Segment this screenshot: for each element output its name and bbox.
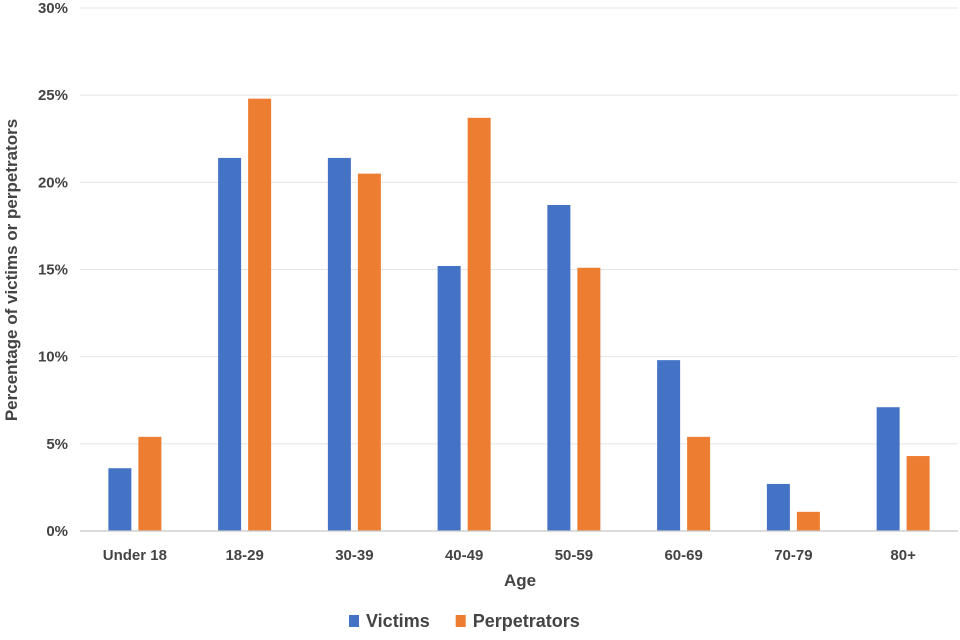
bar-perpetrators-80- bbox=[906, 456, 930, 531]
gridlines bbox=[80, 7, 958, 445]
x-tick-label: Under 18 bbox=[103, 547, 167, 564]
y-tick-label: 10% bbox=[38, 349, 68, 366]
y-axis-title: Percentage of victims or perpetrators bbox=[2, 119, 21, 421]
bar-perpetrators-70-79 bbox=[796, 511, 820, 531]
x-tick-label: 70-79 bbox=[774, 547, 812, 564]
legend-swatch-victims bbox=[349, 615, 359, 627]
y-tick-label: 5% bbox=[46, 436, 68, 453]
legend-label-perpetrators: Perpetrators bbox=[473, 611, 580, 631]
bar-perpetrators-50-59 bbox=[577, 267, 601, 531]
bar-victims-80- bbox=[876, 407, 900, 531]
x-tick-label: 80+ bbox=[890, 547, 916, 564]
x-tick-label: 40-49 bbox=[445, 547, 483, 564]
y-tick-label: 0% bbox=[46, 523, 68, 540]
y-tick-label: 30% bbox=[38, 0, 68, 17]
bar-perpetrators-40-49 bbox=[467, 117, 491, 531]
bar-victims-40-49 bbox=[437, 266, 461, 531]
legend-label-victims: Victims bbox=[366, 611, 430, 631]
y-tick-label: 15% bbox=[38, 262, 68, 279]
bar-victims-18-29 bbox=[218, 157, 242, 531]
legend-swatch-perpetrators bbox=[455, 615, 466, 627]
legend: Victims Perpetrators bbox=[349, 611, 580, 631]
bar-victims-30-39 bbox=[327, 157, 351, 531]
bars bbox=[108, 98, 930, 532]
x-tick-label: 50-59 bbox=[555, 547, 593, 564]
y-tick-labels: 0% 5% 10% 15% 20% 25% 30% bbox=[38, 0, 68, 540]
bar-perpetrators-18-29 bbox=[248, 98, 272, 532]
x-tick-label: 18-29 bbox=[225, 547, 263, 564]
bar-victims-60-69 bbox=[657, 360, 681, 531]
bar-victims-under-18 bbox=[108, 468, 132, 531]
y-tick-label: 20% bbox=[38, 174, 68, 191]
bar-victims-70-79 bbox=[766, 483, 790, 531]
bar-victims-50-59 bbox=[547, 204, 571, 531]
y-tick-label: 25% bbox=[38, 87, 68, 104]
x-axis-title: Age bbox=[504, 571, 536, 590]
x-tick-labels: Under 18 18-29 30-39 40-49 50-59 60-69 70-79 80… bbox=[103, 547, 916, 564]
x-tick-label: 60-69 bbox=[664, 547, 702, 564]
bar-perpetrators-under-18 bbox=[138, 436, 162, 531]
bar-perpetrators-30-39 bbox=[357, 173, 381, 531]
bar-perpetrators-60-69 bbox=[687, 436, 711, 531]
x-tick-label: 30-39 bbox=[335, 547, 373, 564]
